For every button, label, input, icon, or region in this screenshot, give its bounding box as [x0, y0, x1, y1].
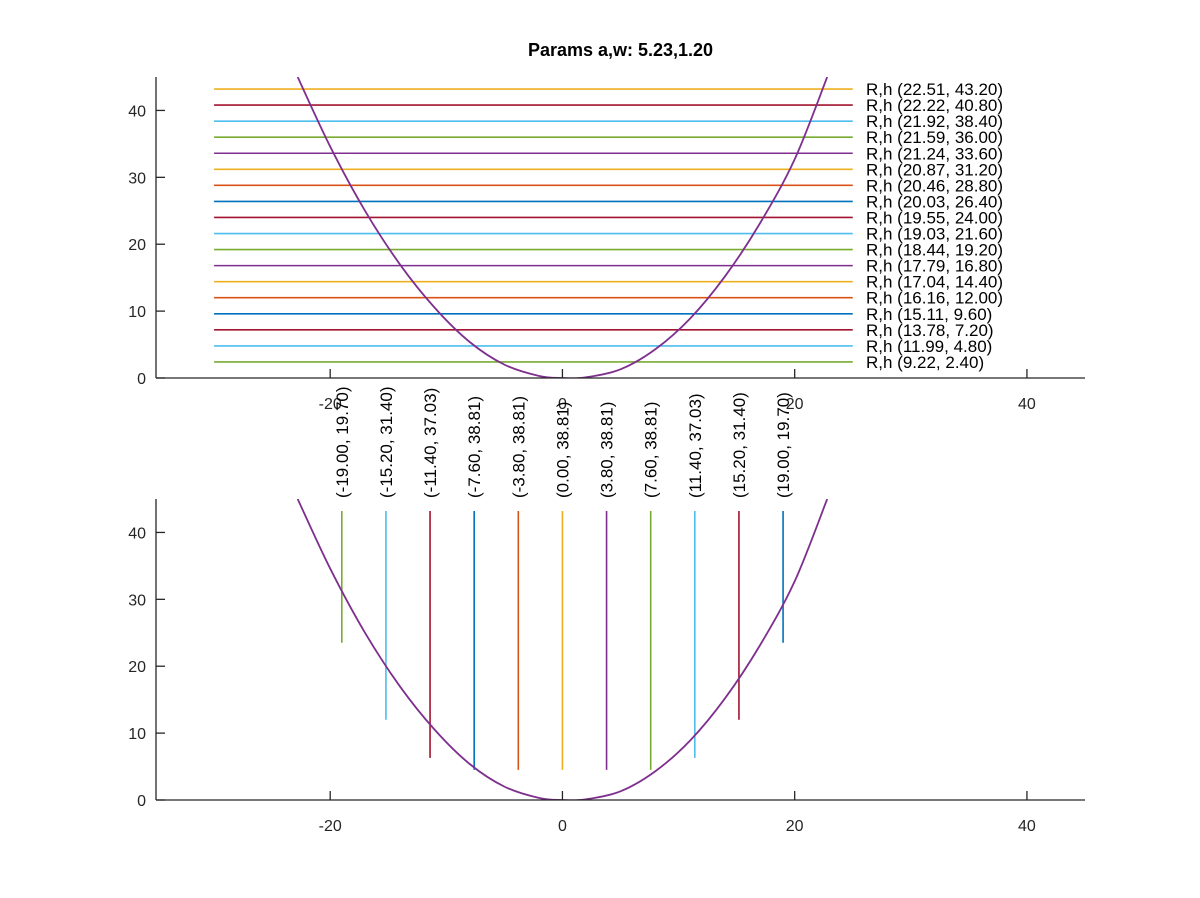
curve-line: [296, 499, 829, 800]
vline-label-6: (3.80, 38.81): [598, 402, 617, 498]
curve-line: [296, 77, 829, 378]
y-tick-label: 40: [128, 103, 146, 120]
vline-label-9: (15.20, 31.40): [730, 392, 749, 498]
vline-label-5: (0.00, 38.81): [553, 402, 572, 498]
y-tick-label: 20: [128, 659, 146, 676]
y-tick-label: 20: [128, 237, 146, 254]
x-tick-label: 20: [786, 818, 804, 835]
hline-label-9: R,h (19.55, 24.00): [866, 208, 1003, 227]
vline-label-1: (-15.20, 31.40): [377, 386, 396, 498]
vline-label-2: (-11.40, 37.03): [421, 388, 440, 498]
vline-label-3: (-7.60, 38.81): [465, 396, 484, 498]
hline-label-14: R,h (21.59, 36.00): [866, 128, 1003, 147]
hline-label-1: R,h (11.99, 4.80): [866, 337, 992, 356]
vline-label-8: (11.40, 37.03): [686, 393, 705, 498]
y-tick-label: 0: [137, 371, 146, 388]
hline-label-4: R,h (16.16, 12.00): [866, 289, 1003, 308]
hline-label-2: R,h (13.78, 7.20): [866, 321, 994, 340]
hline-label-0: R,h (9.22, 2.40): [866, 353, 984, 372]
x-tick-label: 0: [558, 396, 567, 413]
hline-label-11: R,h (20.46, 28.80): [866, 176, 1003, 195]
x-tick-label: 0: [558, 818, 567, 835]
top-axes: R,h (9.22, 2.40)R,h (11.99, 4.80)R,h (13…: [128, 77, 1085, 413]
chart-title: Params a,w: 5.23,1.20: [528, 40, 713, 60]
y-tick-label: 10: [128, 726, 146, 743]
y-tick-label: 10: [128, 304, 146, 321]
vline-label-7: (7.60, 38.81): [642, 402, 661, 498]
bottom-axes: (-19.00, 19.70) (-15.20, 31.40) (-11.40, 3…: [128, 386, 1085, 835]
x-tick-label: -20: [319, 818, 342, 835]
hline-label-15: R,h (21.92, 38.40): [866, 112, 1003, 131]
vline-label-10: (19.00, 19.70): [774, 392, 793, 498]
hline-label-10: R,h (20.03, 26.40): [866, 192, 1003, 211]
hline-label-7: R,h (18.44, 19.20): [866, 241, 1003, 260]
vline-label-4: (-3.80, 38.81): [509, 396, 528, 498]
x-tick-label: 40: [1018, 396, 1036, 413]
y-tick-label: 40: [128, 525, 146, 542]
hline-label-6: R,h (17.79, 16.80): [866, 257, 1003, 276]
vline-label-0: (-19.00, 19.70): [333, 386, 352, 498]
y-tick-label: 30: [128, 170, 146, 187]
x-tick-label: 20: [786, 396, 804, 413]
hline-label-12: R,h (20.87, 31.20): [866, 160, 1003, 179]
hline-label-5: R,h (17.04, 14.40): [866, 273, 1003, 292]
hline-label-13: R,h (21.24, 33.60): [866, 144, 1003, 163]
x-tick-label: -20: [319, 396, 342, 413]
hline-label-17: R,h (22.51, 43.20): [866, 80, 1003, 99]
hline-label-3: R,h (15.11, 9.60): [866, 305, 992, 324]
y-tick-label: 0: [137, 793, 146, 810]
y-tick-label: 30: [128, 592, 146, 609]
hline-label-16: R,h (22.22, 40.80): [866, 96, 1003, 115]
hline-label-8: R,h (19.03, 21.60): [866, 225, 1003, 244]
x-tick-label: 40: [1018, 818, 1036, 835]
